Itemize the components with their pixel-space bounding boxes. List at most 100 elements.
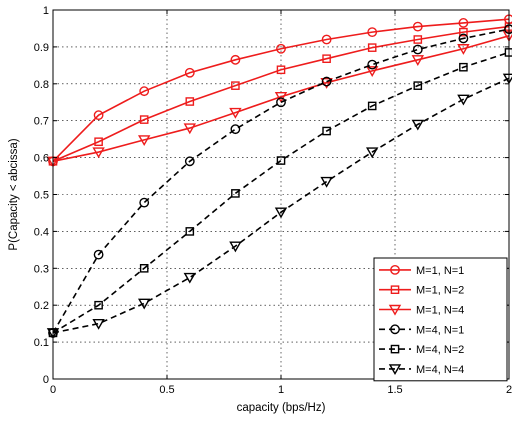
legend-label: M=4, N=1: [416, 324, 464, 336]
y-tick-label: 0.2: [34, 300, 49, 312]
data-point: [230, 54, 241, 65]
data-point: [412, 21, 423, 32]
y-tick-label: 1: [43, 5, 49, 17]
data-point: [184, 67, 195, 78]
legend-item: M=4, N=2: [379, 344, 464, 356]
legend-marker: [390, 344, 400, 354]
series-line: [52, 25, 510, 163]
data-point: [137, 298, 151, 310]
legend-marker: [388, 364, 402, 376]
legend-marker: [390, 264, 400, 275]
data-point: [92, 318, 105, 330]
data-point: [94, 300, 103, 310]
y-tick-label: 0.5: [34, 190, 49, 202]
data-point: [411, 119, 425, 131]
x-axis-label: capacity (bps/Hz): [237, 402, 326, 414]
x-tick-label: 2: [506, 384, 512, 396]
data-point: [139, 115, 149, 124]
legend-item: M=1, N=4: [379, 305, 464, 317]
data-point: [93, 110, 104, 121]
data-point: [92, 147, 105, 159]
data-point: [320, 176, 333, 188]
data-point: [276, 43, 286, 54]
data-point: [139, 264, 149, 273]
data-point: [367, 59, 378, 70]
x-tick-label: 1: [278, 384, 284, 396]
legend-label: M=4, N=4: [416, 364, 464, 376]
data-point: [93, 249, 104, 260]
series-3: [46, 31, 512, 168]
legend-marker: [388, 304, 402, 316]
data-point: [321, 34, 332, 45]
legend: M=1, N=1 M=1, N=2 M=1, N=4 M=4, N=1 M=4, N=2…: [373, 257, 508, 382]
legend-box: [373, 257, 508, 382]
data-point: [365, 147, 379, 159]
legend-item: M=1, N=1: [379, 265, 464, 277]
data-point: [231, 189, 240, 198]
data-point: [183, 272, 197, 284]
series-line: [52, 35, 510, 163]
data-point: [322, 54, 331, 64]
data-point: [276, 156, 286, 165]
series-line: [52, 51, 510, 334]
data-point: [185, 227, 195, 236]
series-line: [52, 18, 510, 162]
data-point: [137, 135, 151, 147]
legend-item: M=1, N=2: [379, 285, 464, 297]
legend-marker: [390, 324, 400, 335]
data-point: [367, 43, 377, 52]
legend-item: M=4, N=4: [379, 364, 464, 376]
data-point: [184, 156, 195, 167]
legend-label: M=1, N=1: [416, 265, 464, 277]
x-tick-label: 1.5: [387, 384, 402, 396]
data-point: [459, 62, 468, 72]
y-tick-label: 0: [43, 374, 49, 386]
data-point: [459, 27, 468, 37]
y-tick-label: 0.1: [34, 337, 49, 349]
data-point: [365, 66, 379, 78]
data-point: [457, 44, 470, 55]
legend-label: M=1, N=4: [416, 305, 464, 317]
data-point: [274, 207, 288, 219]
legend-item: M=4, N=1: [379, 324, 464, 336]
y-tick-label: 0.7: [34, 116, 49, 128]
data-point: [457, 94, 470, 106]
series-line: [52, 28, 510, 334]
data-point: [367, 27, 378, 38]
y-tick-label: 0.9: [34, 42, 49, 54]
legend-label: M=1, N=2: [416, 285, 464, 297]
data-point: [94, 137, 103, 147]
series-layer: [46, 14, 512, 340]
x-tick-label: 0: [50, 384, 56, 396]
data-point: [412, 44, 423, 55]
data-point: [367, 101, 377, 111]
tick-layer: 0 0.5 1 1.5 2 0 0.1 0.2 0.3 0.4 0.5 0.6 0.7 0.8 0.9 1: [34, 5, 512, 396]
data-point: [185, 97, 195, 106]
legend-label: M=4, N=2: [416, 344, 464, 356]
data-point: [139, 197, 150, 208]
y-tick-label: 0.4: [34, 226, 49, 238]
y-tick-label: 0.8: [34, 79, 49, 91]
data-point: [230, 124, 241, 135]
x-tick-label: 0.5: [159, 384, 174, 396]
data-point: [274, 92, 288, 103]
data-point: [229, 241, 242, 253]
data-point: [411, 55, 425, 66]
data-point: [322, 126, 331, 136]
data-point: [229, 107, 242, 119]
data-point: [458, 18, 469, 28]
data-point: [139, 86, 150, 97]
legend-marker: [390, 285, 400, 295]
data-point: [321, 76, 332, 87]
series-6: [46, 73, 512, 340]
data-point: [413, 35, 423, 44]
series-1: [48, 14, 512, 167]
data-point: [458, 33, 469, 44]
series-line: [52, 77, 510, 334]
data-point: [413, 81, 423, 90]
data-point: [276, 97, 286, 108]
y-tick-label: 0.3: [34, 263, 49, 275]
data-point: [320, 77, 333, 89]
y-axis-label: P(Capacity < abcissa): [8, 138, 20, 250]
